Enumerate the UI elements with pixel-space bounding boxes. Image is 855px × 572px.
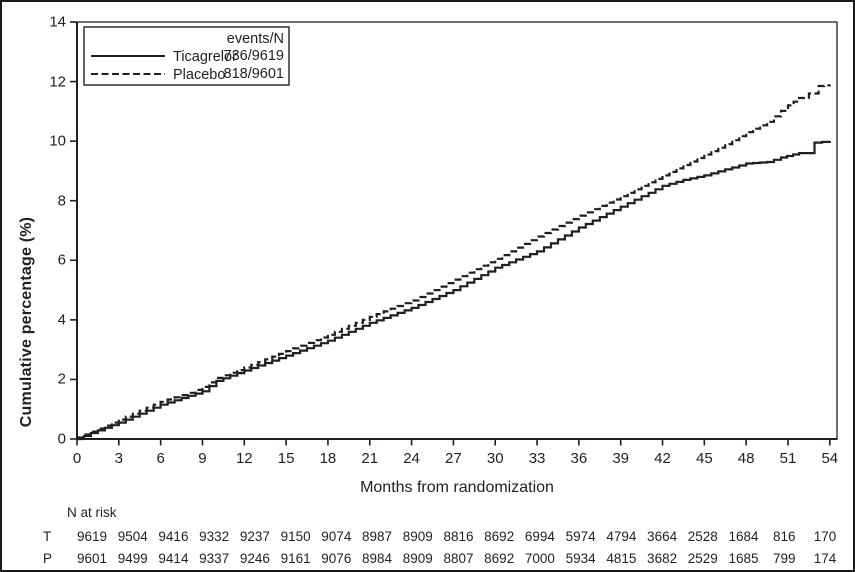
x-tick-label: 39 (612, 450, 630, 467)
n-at-risk-value-t: 3664 (647, 529, 678, 544)
n-at-risk-value-t: 8909 (402, 529, 433, 544)
x-tick-label: 54 (821, 450, 839, 467)
n-at-risk-value-t: 8816 (443, 529, 474, 544)
n-at-risk-value-t: 9619 (76, 529, 108, 544)
n-at-risk-value-p: 174 (813, 551, 837, 566)
legend-label-ticagrelor: Ticagrelor (173, 49, 237, 65)
n-at-risk-value-p: 5934 (565, 551, 596, 566)
n-at-risk-value-p: 9414 (158, 551, 189, 566)
legend-label-placebo: Placebo (173, 67, 226, 83)
legend-header-events-n: events/N (226, 31, 284, 47)
n-at-risk-value-p: 1685 (728, 551, 759, 566)
y-tick-label: 14 (49, 13, 66, 31)
legend-box (83, 26, 290, 86)
x-tick-label: 9 (198, 450, 207, 467)
x-tick-label: 42 (654, 450, 671, 467)
curve-ticagrelor (77, 140, 831, 441)
n-at-risk-value-p: 8909 (402, 551, 433, 566)
legend-value-placebo: 818/9601 (223, 66, 284, 82)
n-at-risk-value-t: 8692 (484, 529, 515, 544)
n-at-risk-value-p: 8692 (484, 551, 515, 566)
n-at-risk-value-p: 7000 (524, 551, 555, 566)
y-tick-label: 8 (57, 192, 66, 210)
n-at-risk-value-t: 170 (813, 529, 837, 544)
y-tick-label: 10 (49, 132, 66, 150)
n-at-risk-value-p: 9246 (239, 551, 270, 566)
y-tick-label: 0 (57, 430, 66, 448)
x-tick-label: 51 (779, 450, 797, 467)
n-at-risk-value-t: 9074 (321, 529, 352, 544)
y-tick-label: 12 (49, 73, 66, 91)
x-tick-label: 12 (235, 450, 253, 467)
x-tick-label: 18 (319, 450, 337, 467)
n-at-risk-value-p: 2529 (687, 551, 718, 566)
x-tick-label: 27 (445, 450, 462, 467)
n-at-risk-value-t: 6994 (524, 529, 555, 544)
x-axis-label: Months from randomization (360, 479, 554, 496)
n-at-risk-value-p: 8984 (362, 551, 393, 566)
x-tick-label: 15 (277, 450, 295, 467)
n-at-risk-value-t: 9237 (239, 529, 270, 544)
n-at-risk-value-p: 9601 (76, 551, 108, 566)
n-at-risk-value-p: 9337 (199, 551, 230, 566)
n-at-risk-value-p: 9499 (117, 551, 148, 566)
legend-value-ticagrelor: 736/9619 (223, 48, 284, 64)
x-tick-label: 6 (156, 450, 165, 467)
n-at-risk-value-t: 9332 (199, 529, 230, 544)
y-tick-label: 2 (57, 370, 66, 388)
x-tick-label: 21 (361, 450, 379, 467)
y-tick-label: 4 (57, 311, 66, 329)
x-tick-label: 0 (72, 450, 82, 467)
n-at-risk-value-p: 799 (772, 551, 796, 566)
x-tick-label: 3 (114, 450, 123, 467)
x-tick-label: 45 (695, 450, 713, 467)
n-at-risk-value-t: 2528 (687, 529, 718, 544)
n-at-risk-value-p: 3682 (647, 551, 678, 566)
n-at-risk-value-t: 1684 (728, 529, 759, 544)
n-at-risk-value-t: 8987 (362, 529, 393, 544)
n-at-risk-value-t: 816 (772, 529, 796, 544)
n-at-risk-value-p: 9161 (280, 551, 311, 566)
x-tick-label: 30 (486, 450, 504, 467)
y-tick-label: 6 (57, 251, 66, 269)
n-at-risk-row-label-t: T (43, 529, 52, 544)
curve-placebo (77, 84, 831, 439)
n-at-risk-value-p: 9076 (321, 551, 352, 566)
n-at-risk-value-t: 9150 (280, 529, 311, 544)
x-tick-label: 33 (528, 450, 546, 467)
n-at-risk-title: N at risk (67, 505, 117, 520)
n-at-risk-row-label-p: P (43, 551, 53, 566)
n-at-risk-value-t: 4794 (606, 529, 637, 544)
x-tick-label: 48 (737, 450, 755, 467)
n-at-risk-value-p: 8807 (443, 551, 474, 566)
x-tick-label: 36 (570, 450, 588, 467)
n-at-risk-value-p: 4815 (606, 551, 637, 566)
n-at-risk-value-t: 9504 (117, 529, 148, 544)
x-tick-label: 24 (403, 450, 420, 467)
n-at-risk-value-t: 9416 (158, 529, 189, 544)
n-at-risk-value-t: 5974 (565, 529, 596, 544)
